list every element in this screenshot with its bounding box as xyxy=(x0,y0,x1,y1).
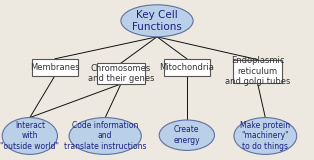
FancyBboxPatch shape xyxy=(233,60,282,83)
FancyBboxPatch shape xyxy=(32,59,78,76)
Text: Key Cell
Functions: Key Cell Functions xyxy=(132,10,182,32)
Text: Mitochondria: Mitochondria xyxy=(160,63,214,72)
Text: Create
energy: Create energy xyxy=(174,125,200,145)
Ellipse shape xyxy=(234,118,297,154)
Text: Chromosomes
and their genes: Chromosomes and their genes xyxy=(88,64,154,83)
Text: Membranes: Membranes xyxy=(30,63,80,72)
FancyBboxPatch shape xyxy=(97,63,145,84)
Text: Endoplasmic
reticulum
and golgi tubes: Endoplasmic reticulum and golgi tubes xyxy=(225,56,290,86)
Ellipse shape xyxy=(121,5,193,37)
Text: Make protein
"machinery"
to do things: Make protein "machinery" to do things xyxy=(240,121,290,151)
Text: Interact
with
"outside world": Interact with "outside world" xyxy=(0,121,59,151)
Ellipse shape xyxy=(69,118,141,154)
Text: Code information
and
translate instructions: Code information and translate instructi… xyxy=(64,121,146,151)
Ellipse shape xyxy=(2,118,57,154)
FancyBboxPatch shape xyxy=(164,59,210,76)
Ellipse shape xyxy=(159,120,214,150)
